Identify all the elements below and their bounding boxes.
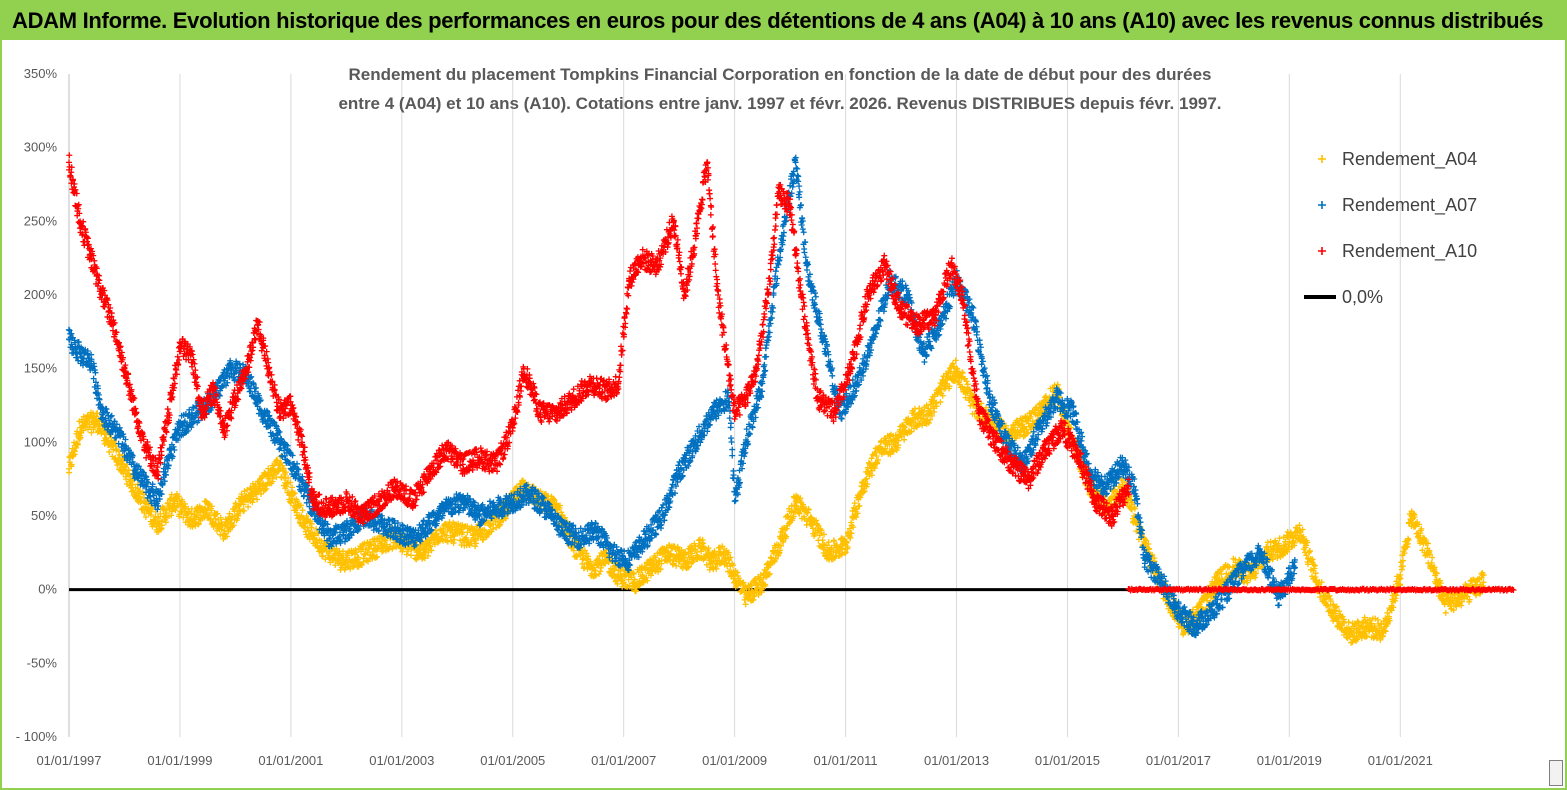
x-tick-label: 01/01/2013 [924, 753, 989, 768]
data-point [191, 518, 198, 525]
chart-area: 01/01/1997 01/01/1999 01/01/2001 01/01/2003… [0, 42, 1567, 790]
data-point [208, 503, 215, 510]
data-point [856, 502, 863, 509]
data-point [74, 441, 81, 448]
x-tick-label: 01/01/2015 [1035, 753, 1100, 768]
data-point [168, 491, 175, 498]
data-point [84, 417, 91, 424]
x-tick-label: 01/01/2001 [258, 753, 323, 768]
chart-svg: 01/01/1997 01/01/1999 01/01/2001 01/01/2003… [16, 65, 1517, 768]
data-point [142, 514, 149, 521]
data-point [197, 509, 204, 516]
y-tick-label: 50% [31, 508, 57, 523]
data-point [113, 447, 120, 454]
data-point [202, 511, 209, 518]
x-tick-label: 01/01/2021 [1368, 753, 1433, 768]
data-point [1267, 538, 1274, 545]
y-tick-label: 300% [24, 140, 58, 155]
data-point [276, 446, 283, 453]
data-point [68, 461, 75, 468]
x-tick-label: 01/01/1999 [147, 753, 212, 768]
data-point [149, 505, 156, 512]
data-point [188, 505, 195, 512]
data-point [73, 444, 80, 451]
chart-title-line1: Rendement du placement Tompkins Financia… [348, 65, 1211, 84]
data-point [155, 514, 162, 521]
data-point [172, 507, 179, 514]
banner-title: ADAM Informe. Evolution historique des p… [2, 2, 1565, 40]
chart-title-line2: entre 4 (A04) et 10 ans (A10). Cotations… [338, 94, 1221, 113]
y-tick-label: 0% [38, 582, 57, 597]
y-tick-label: 100% [24, 434, 58, 449]
data-point [175, 493, 182, 500]
y-tick-label: -50% [27, 655, 58, 670]
y-tick-label: 350% [24, 66, 58, 81]
data-point [1398, 566, 1405, 573]
data-point [151, 517, 158, 524]
data-point [83, 420, 90, 427]
data-point [742, 601, 749, 608]
data-point [104, 439, 111, 446]
x-tick-label: 01/01/2007 [591, 753, 656, 768]
data-point [94, 410, 101, 417]
data-point [158, 522, 165, 529]
data-point [181, 505, 188, 512]
data-point [167, 495, 174, 502]
data-point [147, 512, 154, 519]
data-point [863, 475, 870, 482]
data-point [157, 510, 164, 517]
data-point [1442, 609, 1449, 616]
data-point [162, 519, 169, 526]
y-tick-label: 250% [24, 213, 58, 228]
data-point [106, 448, 113, 455]
x-tick-label: 01/01/2019 [1257, 753, 1322, 768]
y-tick-label: 200% [24, 287, 58, 302]
data-point [88, 429, 95, 436]
data-point [597, 568, 604, 575]
data-point [168, 512, 175, 519]
x-tick-label: 01/01/2009 [702, 753, 767, 768]
data-point [207, 511, 214, 518]
x-tick-label: 01/01/2017 [1146, 753, 1211, 768]
data-point [129, 481, 136, 488]
data-point [254, 496, 261, 503]
series-Rendement_A07 [65, 154, 1298, 639]
data-point [71, 448, 78, 455]
data-point [408, 552, 415, 559]
data-point [181, 503, 188, 510]
data-point [203, 509, 210, 516]
x-tick-label: 01/01/2011 [814, 753, 878, 768]
y-tick-label: - 100% [16, 729, 58, 744]
x-tick-label: 01/01/2005 [480, 753, 545, 768]
x-tick-label: 01/01/2003 [369, 753, 434, 768]
data-point [851, 500, 858, 507]
data-point [135, 493, 142, 500]
data-point [136, 493, 143, 500]
x-tick-label: 01/01/1997 [36, 753, 101, 768]
y-tick-label: 150% [24, 361, 58, 376]
